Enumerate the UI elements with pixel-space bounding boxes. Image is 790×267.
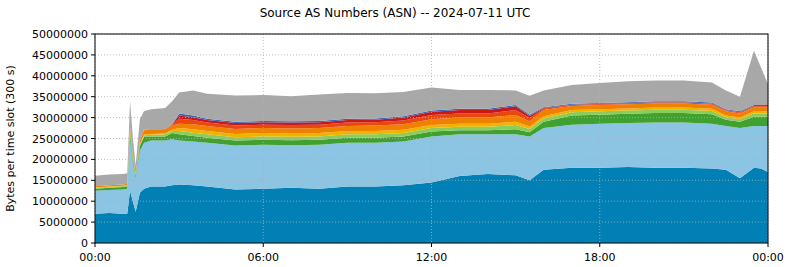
chart: 0 5000000 10000000 15000000 20000000 25000000… <box>0 0 790 267</box>
tick <box>768 243 769 247</box>
tick <box>91 159 95 160</box>
tick <box>599 243 600 247</box>
tick-label: 00:00 <box>79 251 111 264</box>
grid-line <box>599 34 600 243</box>
tick-label: 06:00 <box>247 251 279 264</box>
tick <box>263 243 264 247</box>
grid-line <box>95 180 768 181</box>
tick-label: 50000000 <box>32 28 88 41</box>
grid <box>95 34 768 243</box>
tick <box>91 243 95 244</box>
tick-label: 18:00 <box>584 251 616 264</box>
tick-label: 15000000 <box>32 174 88 187</box>
tick-label: 20000000 <box>32 153 88 166</box>
grid-line <box>95 117 768 118</box>
grid-line <box>95 138 768 139</box>
grid-line <box>263 34 264 243</box>
title: Source AS Numbers (ASN) -- 2024-07-11 UT… <box>260 6 531 20</box>
axis-label: Bytes per time slot (300 s) <box>4 65 17 212</box>
grid-line <box>95 201 768 202</box>
tick-label: 30000000 <box>32 112 88 125</box>
tick-label: 25000000 <box>32 133 88 146</box>
grid-line <box>95 159 768 160</box>
tick <box>91 201 95 202</box>
grid-line <box>431 34 432 243</box>
tick-label: 10000000 <box>32 195 88 208</box>
tick <box>91 75 95 76</box>
tick <box>431 243 432 247</box>
tick <box>91 34 95 35</box>
tick-label: 0 <box>81 237 88 250</box>
grid-line <box>95 222 768 223</box>
tick-label: 00:00 <box>752 251 784 264</box>
tick <box>95 243 96 247</box>
tick-label: 40000000 <box>32 70 88 83</box>
tick-label: 35000000 <box>32 91 88 104</box>
tick-label: 12:00 <box>416 251 448 264</box>
tick-label: 5000000 <box>39 216 88 229</box>
tick-label: 45000000 <box>32 49 88 62</box>
tick <box>91 180 95 181</box>
tick <box>91 222 95 223</box>
tick <box>91 96 95 97</box>
plot-frame <box>95 34 768 243</box>
tick <box>91 117 95 118</box>
tick <box>91 54 95 55</box>
tick <box>91 138 95 139</box>
